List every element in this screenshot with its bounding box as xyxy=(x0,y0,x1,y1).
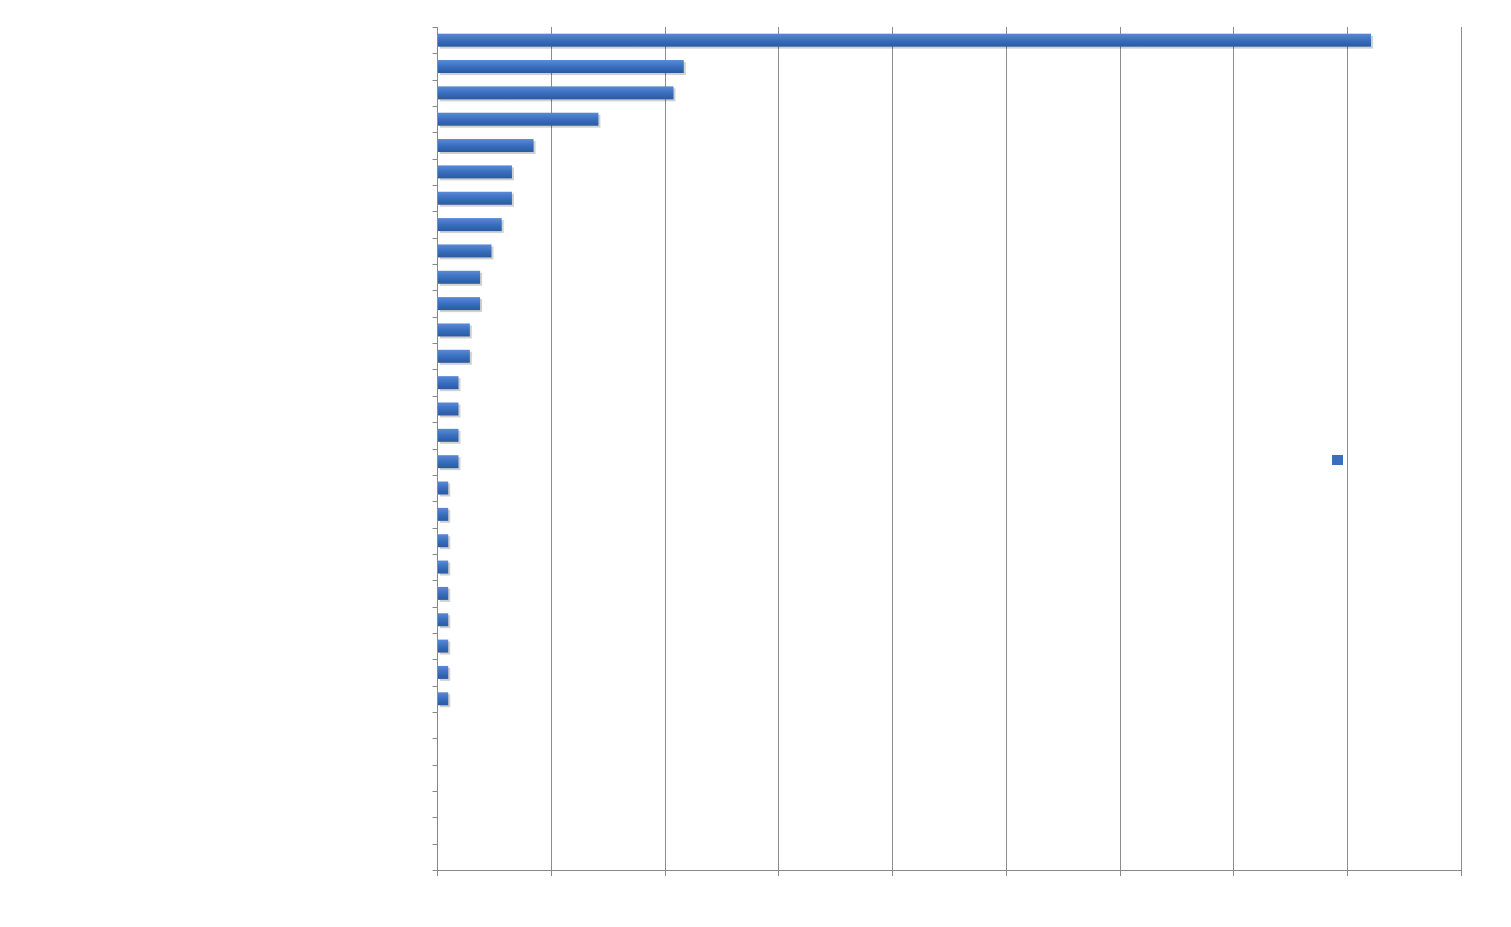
bar xyxy=(438,428,459,442)
bar xyxy=(438,665,449,679)
bar xyxy=(438,33,1371,47)
bar xyxy=(438,139,534,153)
bar xyxy=(438,60,684,74)
bar xyxy=(438,165,512,179)
gridlines xyxy=(551,27,1462,870)
bar xyxy=(438,376,459,390)
bar xyxy=(438,86,674,100)
bar xyxy=(438,455,459,469)
bar xyxy=(438,692,449,706)
legend-key xyxy=(1332,455,1343,465)
bar xyxy=(438,270,481,284)
bar xyxy=(438,402,459,416)
bar xyxy=(438,244,492,258)
bar xyxy=(438,112,599,126)
bar xyxy=(438,613,449,627)
bar xyxy=(438,297,481,311)
bar xyxy=(438,534,449,548)
bar xyxy=(438,481,449,495)
legend xyxy=(1332,455,1343,465)
bar xyxy=(438,507,449,521)
bar xyxy=(438,323,470,337)
bar xyxy=(438,349,470,363)
bar xyxy=(438,191,512,205)
bar xyxy=(438,218,502,232)
bar xyxy=(438,639,449,653)
bar xyxy=(438,560,449,574)
axes xyxy=(432,27,1462,876)
bar xyxy=(438,586,449,600)
bars xyxy=(438,33,1373,708)
